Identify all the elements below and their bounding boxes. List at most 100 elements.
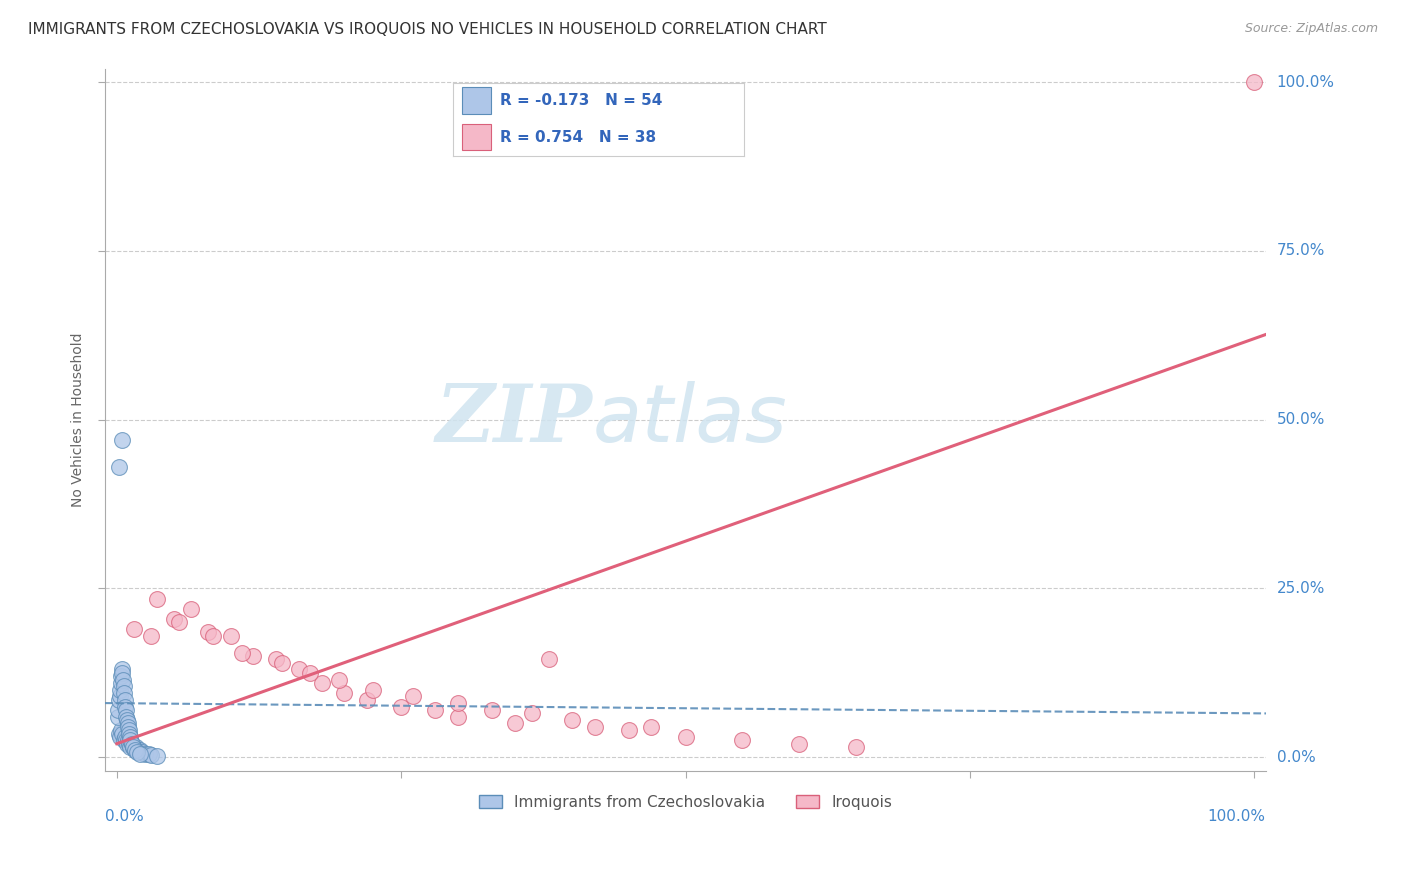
Point — [114, 699, 136, 714]
Text: atlas: atlas — [593, 381, 787, 458]
Text: 0.0%: 0.0% — [1277, 749, 1316, 764]
Point — [447, 696, 470, 710]
Point — [115, 709, 138, 723]
Point — [108, 690, 131, 704]
Point — [108, 682, 131, 697]
Point — [145, 748, 167, 763]
Point — [328, 673, 350, 687]
Point — [333, 686, 356, 700]
Point — [447, 709, 470, 723]
Point — [127, 743, 149, 757]
Point — [118, 737, 141, 751]
Point — [107, 709, 129, 723]
Point — [389, 699, 412, 714]
Point — [311, 676, 333, 690]
Point — [112, 733, 135, 747]
Y-axis label: No Vehicles in Household: No Vehicles in Household — [72, 333, 86, 507]
Point — [169, 615, 191, 629]
Point — [640, 720, 662, 734]
Point — [121, 740, 143, 755]
Point — [115, 733, 138, 747]
Point — [108, 730, 131, 744]
Point — [1243, 75, 1265, 89]
Point — [361, 682, 384, 697]
Point — [401, 690, 423, 704]
Point — [845, 740, 868, 755]
Point — [122, 622, 145, 636]
Legend: Immigrants from Czechoslovakia, Iroquois: Immigrants from Czechoslovakia, Iroquois — [472, 789, 898, 815]
Point — [114, 730, 136, 744]
Point — [617, 723, 640, 738]
Point — [115, 737, 138, 751]
Point — [121, 737, 143, 751]
Point — [139, 748, 162, 763]
Point — [112, 686, 135, 700]
Text: 75.0%: 75.0% — [1277, 244, 1324, 259]
Point — [583, 720, 606, 734]
Point — [118, 730, 141, 744]
Point — [537, 652, 560, 666]
Point — [231, 646, 253, 660]
Text: IMMIGRANTS FROM CZECHOSLOVAKIA VS IROQUOIS NO VEHICLES IN HOUSEHOLD CORRELATION : IMMIGRANTS FROM CZECHOSLOVAKIA VS IROQUO… — [28, 22, 827, 37]
Point — [107, 703, 129, 717]
Point — [162, 612, 184, 626]
Point — [299, 665, 322, 680]
Point — [115, 713, 138, 727]
Point — [117, 716, 139, 731]
Point — [111, 665, 134, 680]
Point — [117, 720, 139, 734]
Text: 100.0%: 100.0% — [1277, 75, 1334, 89]
Text: 50.0%: 50.0% — [1277, 412, 1324, 427]
Point — [134, 747, 156, 761]
Point — [108, 726, 131, 740]
Text: 0.0%: 0.0% — [105, 809, 145, 824]
Point — [264, 652, 287, 666]
Point — [111, 726, 134, 740]
Point — [127, 745, 149, 759]
Text: Source: ZipAtlas.com: Source: ZipAtlas.com — [1244, 22, 1378, 36]
Point — [108, 459, 131, 474]
Point — [118, 723, 141, 738]
Point — [145, 591, 167, 606]
Point — [131, 745, 153, 759]
Point — [110, 669, 132, 683]
Point — [120, 740, 142, 755]
Point — [125, 740, 148, 755]
Point — [122, 740, 145, 755]
Point — [180, 601, 202, 615]
Point — [197, 625, 219, 640]
Point — [787, 737, 810, 751]
Text: 25.0%: 25.0% — [1277, 581, 1324, 596]
Point — [110, 723, 132, 738]
Point — [114, 693, 136, 707]
Point — [520, 706, 543, 721]
Point — [731, 733, 754, 747]
Point — [139, 629, 162, 643]
Point — [110, 676, 132, 690]
Point — [121, 737, 143, 751]
Point — [127, 743, 149, 757]
Point — [115, 703, 138, 717]
Point — [124, 743, 146, 757]
Point — [425, 703, 447, 717]
Point — [561, 713, 583, 727]
Point — [503, 716, 526, 731]
Point — [120, 733, 142, 747]
Point — [356, 693, 378, 707]
Point — [287, 662, 309, 676]
Point — [111, 662, 134, 676]
Point — [219, 629, 242, 643]
Point — [128, 747, 150, 761]
Point — [481, 703, 503, 717]
Text: 100.0%: 100.0% — [1208, 809, 1265, 824]
Text: ZIP: ZIP — [436, 381, 593, 458]
Point — [124, 743, 146, 757]
Point — [270, 656, 292, 670]
Point — [202, 629, 225, 643]
Point — [675, 730, 697, 744]
Point — [111, 433, 134, 447]
Point — [117, 733, 139, 747]
Point — [108, 693, 131, 707]
Point — [112, 679, 135, 693]
Point — [128, 743, 150, 757]
